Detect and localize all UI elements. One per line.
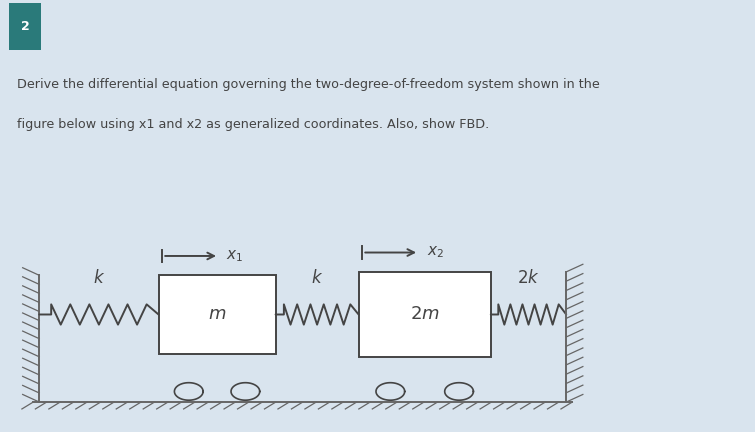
Text: $k$: $k$ (93, 269, 105, 287)
Text: $m$: $m$ (208, 305, 226, 324)
Text: $2m$: $2m$ (410, 305, 439, 324)
Bar (359, 272, 491, 357)
Text: Derive the differential equation governing the two-degree-of-freedom system show: Derive the differential equation governi… (17, 78, 599, 91)
Text: 2: 2 (20, 20, 29, 33)
Text: $x_2$: $x_2$ (427, 245, 444, 260)
Bar (159, 275, 276, 354)
Text: figure below using x1 and x2 as generalized coordinates. Also, show FBD.: figure below using x1 and x2 as generali… (17, 118, 488, 131)
Text: $k$: $k$ (311, 269, 323, 287)
Text: $x_1$: $x_1$ (226, 248, 244, 264)
FancyBboxPatch shape (9, 3, 41, 50)
Text: $2k$: $2k$ (517, 269, 540, 287)
